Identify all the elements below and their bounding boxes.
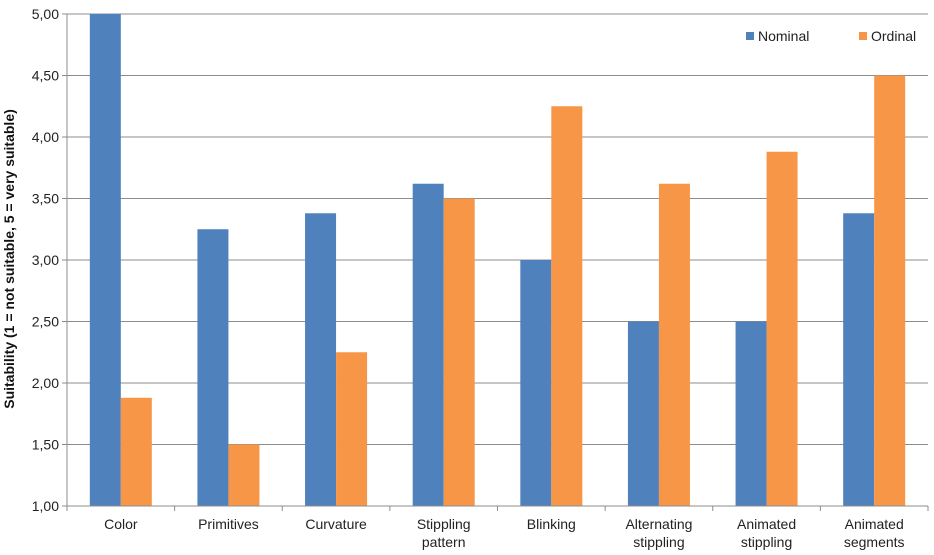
bar-nominal-3 [305, 213, 337, 506]
bar-ordinal-1 [120, 397, 152, 506]
bar-nominal-5 [520, 260, 552, 506]
y-tick-label: 3,00 [32, 252, 59, 268]
x-axis-tick-labels: Color Primitives Curvature Stippling pattern… [104, 516, 904, 550]
y-tick-label: 4,00 [32, 129, 59, 145]
x-tick-label: Alternating stippling [625, 516, 692, 550]
legend-label-ordinal: Ordinal [871, 28, 916, 44]
bars [89, 14, 906, 507]
y-axis-tick-labels: 1,00 1,50 2,00 2,50 3,00 3,50 4,00 4,50 5,00 [32, 6, 59, 514]
x-tick-label: Blinking [527, 516, 576, 532]
bar-ordinal-6 [658, 183, 690, 507]
x-tick-label: Primitives [198, 516, 259, 532]
legend-label-nominal: Nominal [758, 28, 809, 44]
y-tick-label: 1,50 [32, 437, 59, 453]
x-tick-label: Animated segments [844, 516, 905, 550]
gridlines [67, 13, 928, 445]
bar-nominal-4 [412, 183, 444, 507]
bar-nominal-1 [89, 14, 121, 506]
x-tick-label: Color [104, 516, 138, 532]
legend-swatch-nominal [746, 32, 754, 40]
bar-ordinal-4 [443, 198, 475, 506]
x-tick-label: Curvature [305, 516, 367, 532]
y-tick-label: 5,00 [32, 6, 59, 22]
bar-nominal-7 [735, 321, 767, 506]
bar-nominal-8 [843, 213, 875, 506]
bar-nominal-2 [197, 229, 229, 506]
x-tick-label: Animated stippling [737, 516, 796, 550]
y-tick-label: 2,00 [32, 375, 59, 391]
bar-ordinal-3 [336, 352, 368, 506]
y-tick-label: 3,50 [32, 191, 59, 207]
legend-swatch-ordinal [859, 32, 867, 40]
bar-ordinal-2 [228, 444, 260, 506]
bar-nominal-6 [627, 321, 659, 506]
axes [62, 13, 929, 511]
y-tick-label: 1,00 [32, 498, 59, 514]
y-axis-label: Suitability (1 = not suitable, 5 = very … [1, 109, 17, 409]
legend: Nominal Ordinal [746, 28, 916, 44]
x-tick-label: Stippling pattern [417, 516, 471, 550]
bar-ordinal-7 [766, 151, 798, 506]
bar-ordinal-5 [551, 106, 583, 506]
y-tick-label: 2,50 [32, 314, 59, 330]
y-tick-label: 4,50 [32, 68, 59, 84]
bar-ordinal-8 [874, 75, 906, 506]
